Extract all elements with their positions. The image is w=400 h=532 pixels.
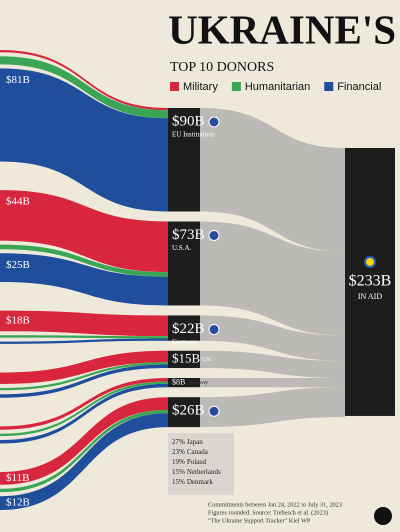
total-flow — [200, 315, 345, 361]
flag-icon — [208, 230, 220, 241]
total-node — [345, 148, 395, 416]
legend-label: Financial — [337, 81, 381, 93]
flow-band — [0, 310, 168, 337]
donor-value: $22B — [172, 321, 205, 337]
donor-node — [168, 315, 200, 341]
donor-node — [168, 397, 200, 428]
footnote: "The Ukraine Support Tracker" Kiel WP — [208, 517, 311, 524]
donor-value: $8B — [172, 377, 185, 386]
flow-band — [0, 68, 168, 212]
total-flow — [200, 387, 345, 428]
others-item: 15% Netherlands — [172, 468, 221, 476]
flow-band — [0, 383, 168, 444]
others-name: Japan — [187, 438, 203, 446]
total-flow — [200, 350, 345, 378]
others-item: 19% Poland — [172, 458, 207, 466]
legend-label: Military — [183, 81, 218, 93]
logo — [374, 507, 392, 525]
flag-icon — [364, 255, 376, 268]
donor-node — [168, 378, 200, 388]
others-box — [168, 433, 234, 496]
flag-icon — [208, 116, 220, 128]
flow-band — [0, 350, 168, 384]
flow-band — [0, 190, 168, 273]
footnote: Figures rounded. Source: Trebesch et al.… — [208, 509, 328, 516]
flow-band — [0, 362, 168, 391]
donor-node — [168, 350, 200, 368]
others-name: Canada — [187, 448, 209, 456]
legend-label: Humanitarian — [245, 81, 310, 93]
total-value: $233B — [349, 273, 392, 290]
others-name: Netherlands — [187, 468, 221, 476]
segment-label: $11B — [6, 472, 29, 484]
chart-title: UKRAINE'S — [168, 6, 396, 52]
others-share: 15% — [172, 478, 185, 486]
segment-label: $18B — [6, 314, 30, 326]
footnote: Commitments between Jan 24, 2022 to July… — [208, 501, 342, 508]
flow-band — [0, 378, 168, 430]
donor-value: $15B — [172, 350, 201, 365]
flow-band — [0, 381, 168, 437]
segment-label: $12B — [6, 497, 30, 509]
others-item: 15% Denmark — [172, 478, 213, 486]
flow-band — [0, 338, 168, 344]
flag-icon — [208, 405, 220, 417]
flow-band — [0, 56, 168, 119]
flow-band — [0, 413, 168, 510]
donor-name: Germany — [172, 338, 199, 346]
donor-name: Norway — [187, 379, 209, 386]
others-share: 23% — [172, 448, 185, 456]
donor-name: UK — [202, 356, 212, 363]
donor-value: $26B — [172, 403, 205, 419]
flow-band — [0, 364, 168, 398]
donor-node — [168, 221, 200, 306]
flow-band — [0, 335, 168, 339]
segment-label: $44B — [6, 196, 30, 208]
others-item: 23% Canada — [172, 448, 209, 456]
legend-swatch — [170, 82, 179, 91]
donor-name: EU Institutions — [172, 131, 215, 139]
segment-label: $81B — [6, 74, 30, 86]
segment-label: $25B — [6, 259, 30, 271]
total-flow — [200, 221, 345, 336]
donor-value: $90B — [172, 113, 205, 129]
others-name: Denmark — [187, 478, 214, 486]
others-share: 27% — [172, 438, 185, 446]
total-flow — [200, 378, 345, 388]
donor-node — [168, 108, 200, 212]
legend-swatch — [324, 82, 334, 91]
others-name: Poland — [187, 458, 207, 466]
flow-band — [0, 244, 168, 277]
legend-swatch — [231, 82, 241, 91]
flow-band — [0, 50, 168, 111]
chart-subtitle: TOP 10 DONORS — [170, 60, 274, 75]
total-flow — [200, 108, 345, 252]
donor-name: U.S.A. — [172, 244, 192, 252]
others-share: 19% — [172, 458, 185, 466]
donor-value: $73B — [172, 227, 205, 243]
others-item: 27% Japan — [172, 438, 203, 446]
total-label: IN AID — [358, 292, 382, 301]
flow-band — [0, 253, 168, 306]
flag-icon — [208, 323, 220, 335]
flow-band — [0, 397, 168, 485]
others-share: 15% — [172, 468, 185, 476]
flow-band — [0, 409, 168, 493]
